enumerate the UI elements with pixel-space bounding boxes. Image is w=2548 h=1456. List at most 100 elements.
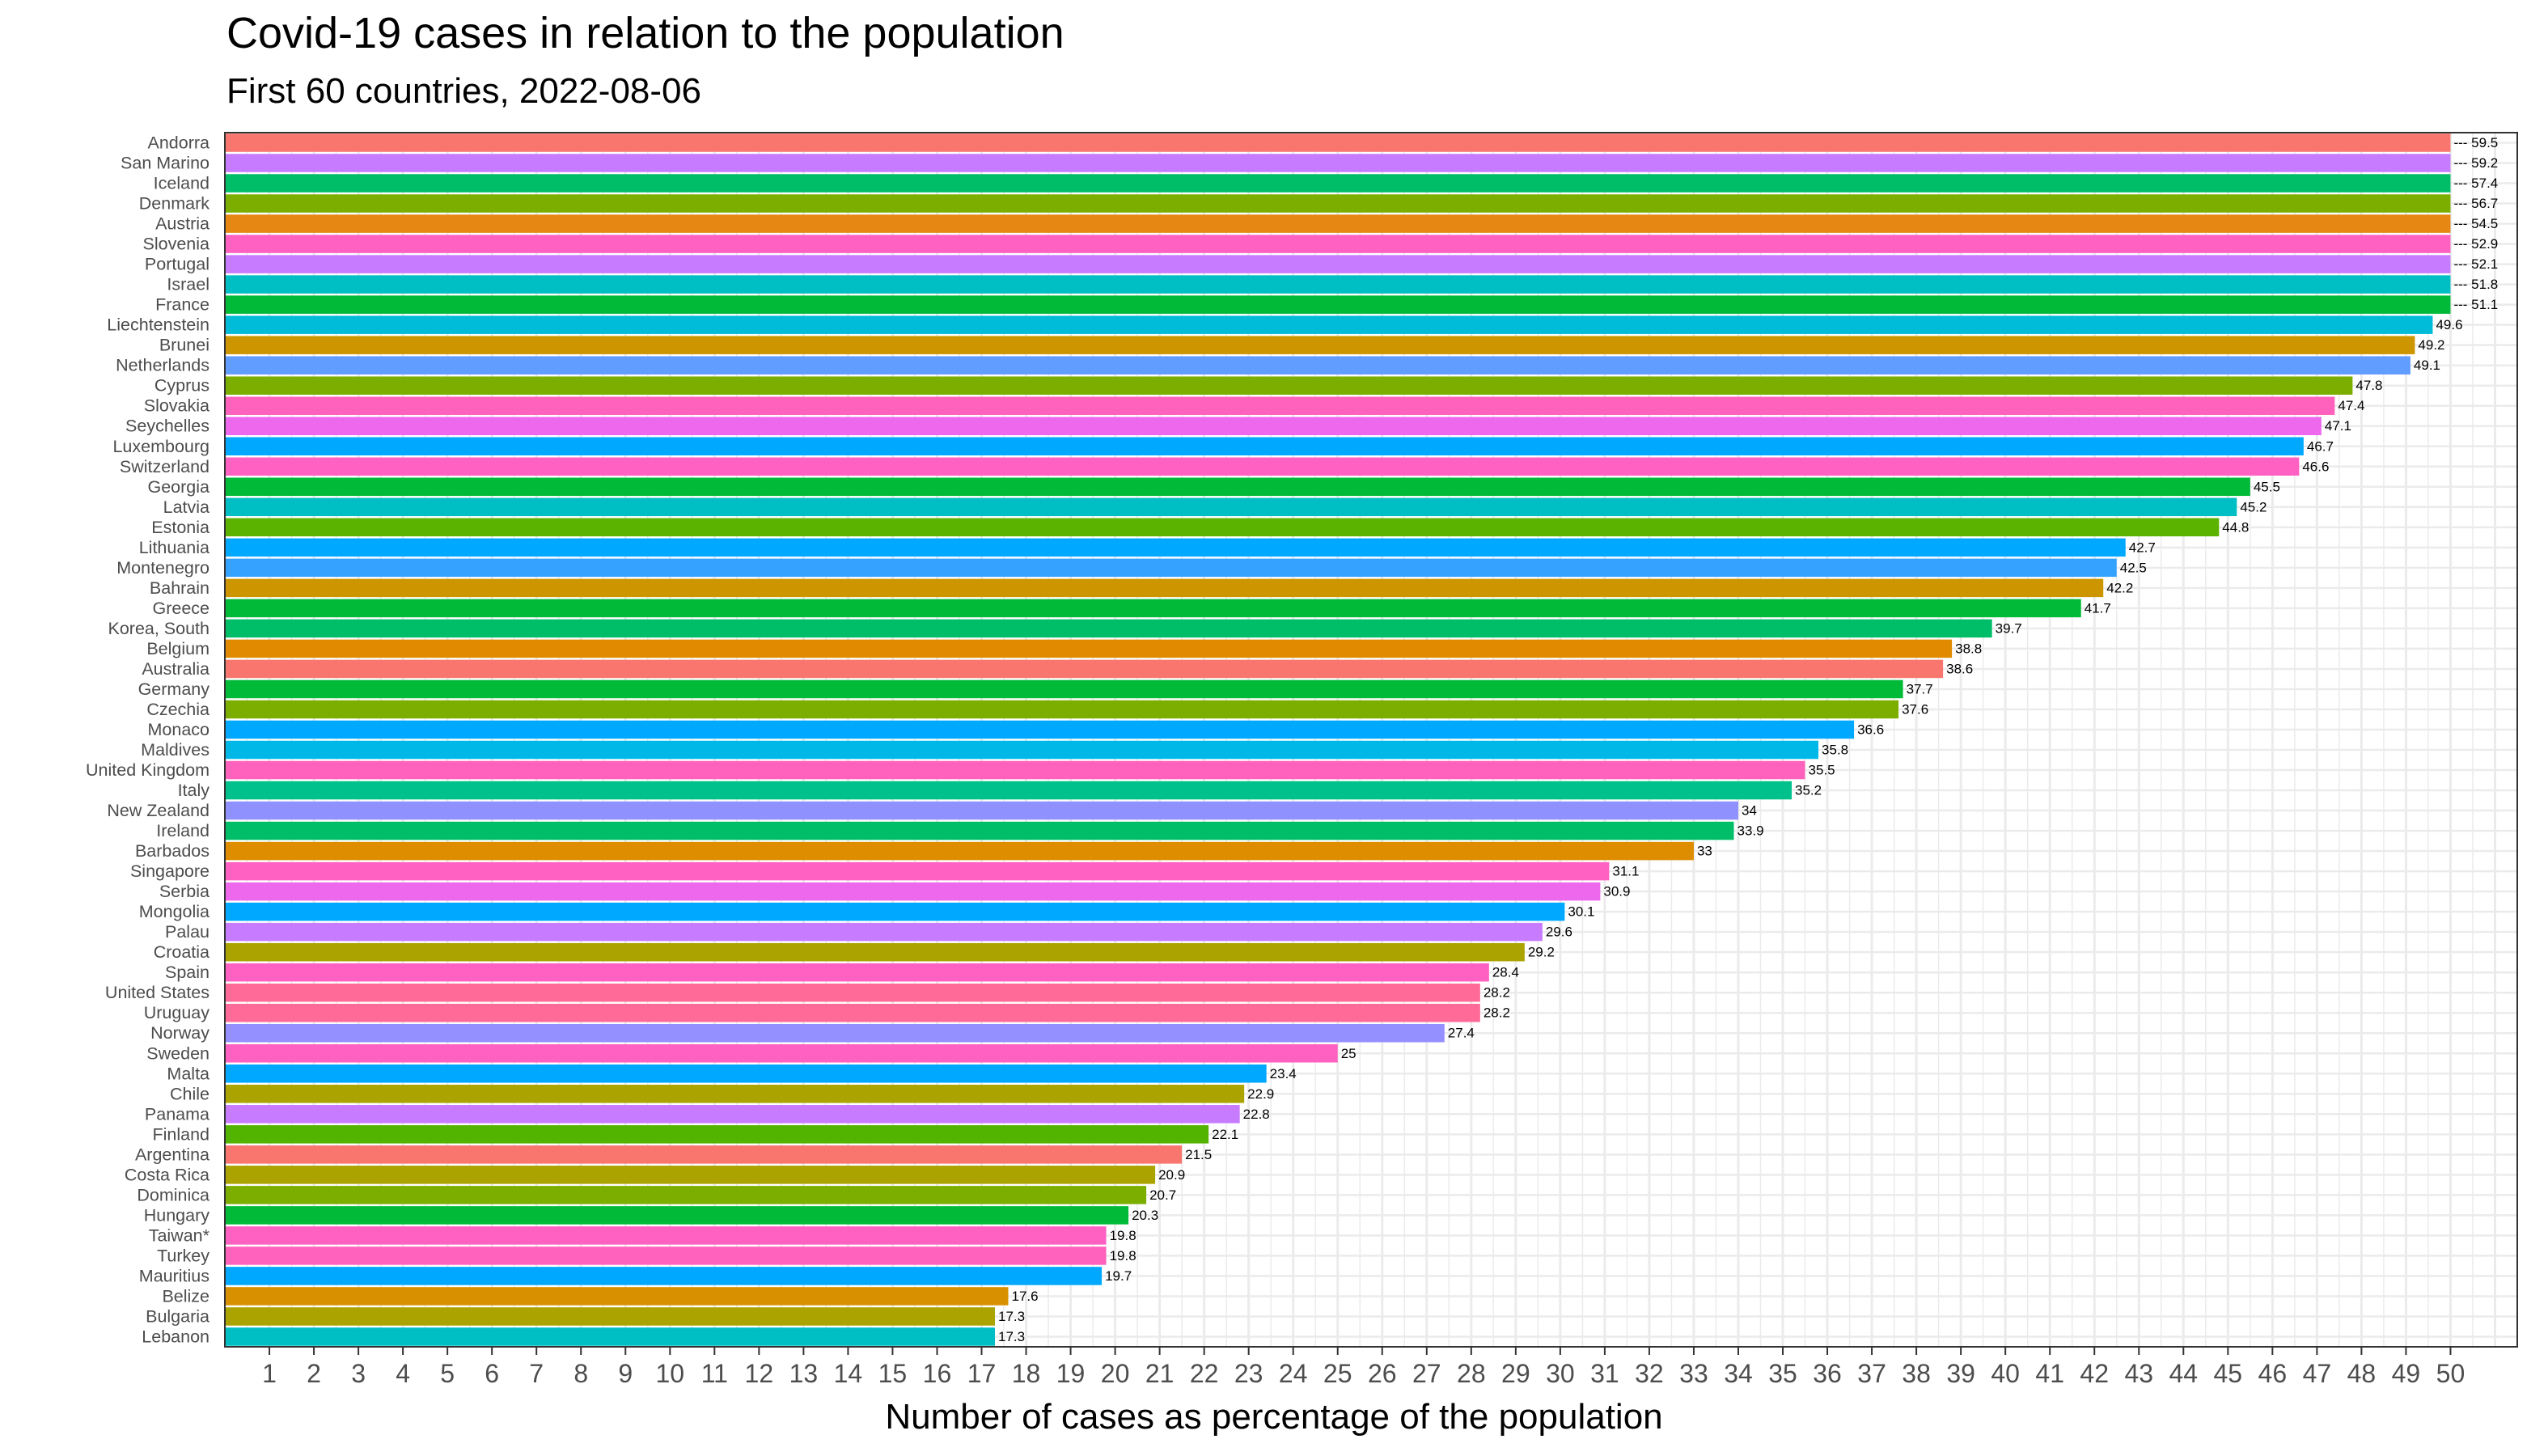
bar xyxy=(225,942,1525,962)
x-tick-label: 44 xyxy=(2169,1359,2198,1388)
bar xyxy=(225,599,2081,618)
country-label: France xyxy=(155,295,210,315)
x-tick-label: 13 xyxy=(789,1359,819,1388)
value-label: 23.4 xyxy=(1270,1066,1297,1081)
x-tick-label: 31 xyxy=(1590,1359,1619,1388)
x-tick-label: 9 xyxy=(618,1359,633,1388)
country-label: Costa Rica xyxy=(125,1165,210,1184)
bar xyxy=(225,1064,1267,1083)
bar xyxy=(225,518,2220,537)
country-label: Luxembourg xyxy=(112,437,210,456)
bar xyxy=(225,417,2322,435)
country-label: Serbia xyxy=(159,882,210,901)
value-label: 20.7 xyxy=(1149,1187,1176,1203)
value-label: 35.5 xyxy=(1809,763,1835,778)
bar xyxy=(225,1267,1103,1285)
x-tick-label: 33 xyxy=(1679,1359,1708,1388)
bar xyxy=(225,235,2451,253)
x-tick-label: 42 xyxy=(2080,1359,2109,1388)
value-label: 47.4 xyxy=(2338,398,2364,413)
bar xyxy=(225,720,1855,739)
bar xyxy=(225,1105,1240,1124)
country-label: Malta xyxy=(167,1064,210,1083)
bar xyxy=(225,1327,996,1346)
value-label: 46.7 xyxy=(2307,438,2334,454)
value-label: 42.5 xyxy=(2120,560,2147,575)
country-label: Austria xyxy=(155,214,210,234)
value-label: 45.5 xyxy=(2254,479,2280,494)
x-tick-label: 15 xyxy=(878,1359,908,1388)
value-label: 27.4 xyxy=(1448,1026,1475,1041)
value-label: 37.6 xyxy=(1902,701,1928,717)
country-label: Belize xyxy=(162,1286,210,1306)
country-label: Chile xyxy=(170,1084,210,1103)
x-tick-label: 50 xyxy=(2436,1359,2465,1388)
x-tick-label: 23 xyxy=(1234,1359,1263,1388)
value-label: 36.6 xyxy=(1857,722,1884,737)
bar xyxy=(225,356,2410,375)
value-label: 49.6 xyxy=(2436,317,2462,332)
country-label: Italy xyxy=(178,781,210,800)
x-tick-label: 41 xyxy=(2035,1359,2064,1388)
x-tick-label: 36 xyxy=(1813,1359,1842,1388)
country-label: Barbados xyxy=(135,841,210,861)
bar xyxy=(225,275,2451,294)
country-label: Bahrain xyxy=(150,578,210,598)
country-label: Lithuania xyxy=(139,538,210,557)
x-axis-label: Number of cases as percentage of the pop… xyxy=(885,1397,1663,1437)
chart-title: Covid-19 cases in relation to the popula… xyxy=(226,9,1064,57)
x-tick-label: 22 xyxy=(1190,1359,1219,1388)
value-label: 38.8 xyxy=(1955,641,1982,656)
country-label: Dominica xyxy=(137,1185,210,1204)
bar xyxy=(225,1003,1480,1022)
bar xyxy=(225,376,2353,395)
value-label: --- 56.7 xyxy=(2453,196,2498,211)
value-label: 47.8 xyxy=(2355,378,2382,393)
x-tick-label: 40 xyxy=(1991,1359,2020,1388)
value-label: 17.6 xyxy=(1012,1289,1039,1304)
value-label: 17.3 xyxy=(998,1309,1025,1324)
country-label: Estonia xyxy=(151,518,210,537)
value-label: 35.8 xyxy=(1822,743,1848,758)
country-label: Brunei xyxy=(159,336,210,355)
value-label: 20.9 xyxy=(1158,1167,1185,1183)
bar xyxy=(225,1226,1107,1245)
country-label: Palau xyxy=(165,922,210,942)
bar xyxy=(225,740,1819,760)
value-label: 30.1 xyxy=(1568,904,1594,920)
bar xyxy=(225,497,2237,517)
chart-subtitle: First 60 countries, 2022-08-06 xyxy=(226,71,701,111)
country-label: Slovakia xyxy=(144,396,210,416)
country-label: Australia xyxy=(142,659,210,679)
bar xyxy=(225,902,1565,921)
value-label: 33.9 xyxy=(1737,823,1763,839)
x-tick-label: 14 xyxy=(834,1359,863,1388)
grid-lines xyxy=(225,133,2517,1347)
bar xyxy=(225,1186,1147,1204)
value-label: --- 52.9 xyxy=(2453,236,2498,252)
x-tick-label: 27 xyxy=(1412,1359,1441,1388)
country-label: Korea, South xyxy=(108,619,210,638)
country-label: Cyprus xyxy=(154,376,210,396)
x-tick-label: 12 xyxy=(745,1359,774,1388)
x-tick-label: 34 xyxy=(1724,1359,1753,1388)
country-label: New Zealand xyxy=(107,801,210,820)
value-label: 33 xyxy=(1697,844,1712,859)
bar xyxy=(225,639,1953,658)
country-label: United Kingdom xyxy=(86,760,210,780)
bar xyxy=(225,1206,1129,1225)
bar xyxy=(225,133,2451,152)
country-label: Greece xyxy=(152,599,210,618)
country-label: Denmark xyxy=(139,194,210,214)
value-label: 35.2 xyxy=(1795,783,1822,798)
country-label: Uruguay xyxy=(144,1003,210,1022)
plot-panel-border xyxy=(224,132,2518,1348)
x-tick-label: 4 xyxy=(396,1359,410,1388)
country-label: Bulgaria xyxy=(146,1306,210,1326)
value-label: 44.8 xyxy=(2222,519,2249,535)
x-tick-label: 25 xyxy=(1323,1359,1352,1388)
bar xyxy=(225,457,2300,476)
value-label: 49.1 xyxy=(2414,358,2440,373)
country-label: Sweden xyxy=(146,1043,210,1063)
x-tick-label: 21 xyxy=(1145,1359,1175,1388)
